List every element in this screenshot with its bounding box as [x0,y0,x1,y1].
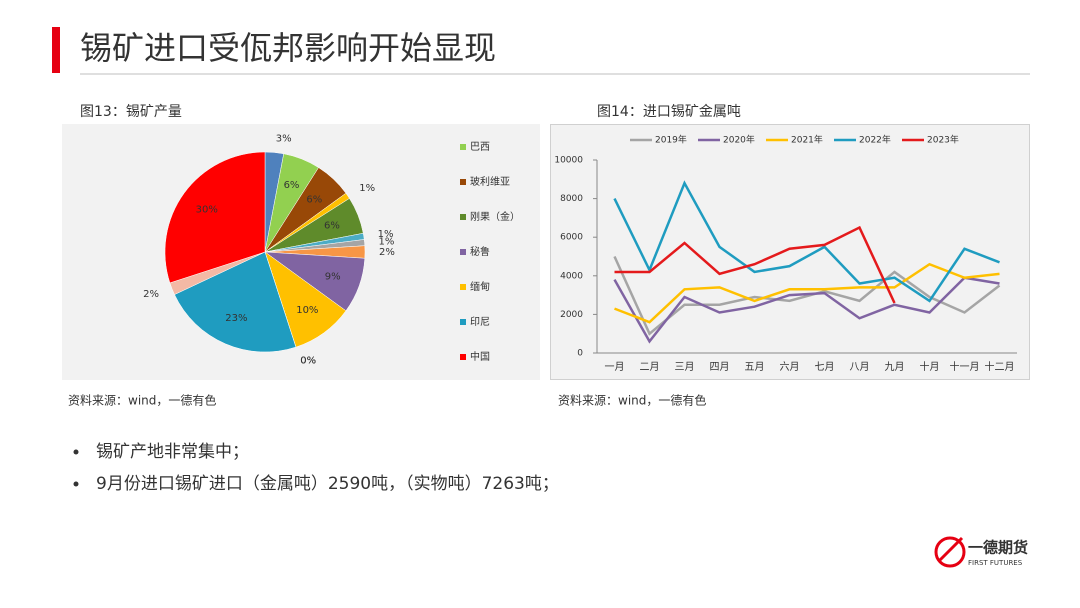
x-tick-label: 三月 [675,361,695,373]
x-tick-label: 十二月 [985,360,1015,373]
data-label: 10% [296,305,318,316]
pie-slice [164,151,266,284]
legend-label: 玻利维亚 [470,175,510,188]
y-tick-label: 0 [577,349,583,359]
y-tick-label: 2000 [560,310,583,320]
data-label: 6% [306,195,322,206]
source: 资料来源：wind，一德有色 [558,393,706,408]
data-label: 2% [379,247,395,258]
data-label: 6% [284,180,300,191]
logo-mark [938,536,964,562]
x-tick-label: 七月 [815,361,835,373]
series-line [613,276,1000,344]
data-label: 3% [276,134,292,145]
logo-english: FIRST FUTURES [968,559,1023,567]
legend-label: 中国 [470,350,490,363]
data-label: 2% [143,289,159,300]
data-label: 30% [196,205,218,216]
legend-swatch [460,354,466,360]
y-tick-label: 10000 [554,156,583,166]
legend-label: 2023年 [927,134,959,146]
series-line [614,262,1000,324]
legend-swatch [460,249,466,255]
legend-swatch [460,284,466,290]
data-label: 23% [225,313,247,324]
legend-label: 秘鲁 [470,245,490,258]
bullet-dot [73,449,79,455]
legend-swatch [460,214,466,220]
x-tick-label: 六月 [780,361,800,373]
series-line [613,180,1000,303]
logo-mark [934,536,966,568]
x-tick-label: 十一月 [950,360,980,373]
legend-label: 印尼 [470,316,490,328]
legend-label: 2022年 [859,134,891,146]
title-bar [52,27,60,73]
series-line [613,255,1001,336]
x-tick-label: 十月 [920,360,940,373]
line-panel [550,124,1030,380]
legend-label: 2020年 [723,134,755,146]
legend-swatch [460,319,466,325]
legend-label: 缅甸 [470,280,490,293]
logo: 一德期货 FIRST FUTURES [934,536,1028,568]
pie-slice [174,251,297,353]
x-tick-label: 九月 [885,361,905,373]
data-label: 1% [378,229,394,240]
legend-label: 2019年 [655,134,687,146]
data-label: 9% [325,271,341,282]
legend-label: 巴西 [470,141,490,153]
source: 资料来源：wind，一德有色 [68,393,216,408]
bullet: 锡矿产地非常集中； [96,442,249,462]
legend-label: 刚果（金） [470,210,520,223]
x-tick-label: 八月 [850,361,870,373]
x-tick-label: 五月 [745,361,765,373]
y-tick-label: 4000 [560,271,583,281]
data-label: 0% [300,355,316,366]
y-tick-label: 8000 [560,194,583,204]
bullet-dot [73,481,79,487]
chart-title: 图13：锡矿产量 [80,104,182,120]
legend-swatch [460,144,466,150]
slide-title: 锡矿进口受佤邦影响开始显现 [80,29,496,67]
data-label: 6% [324,220,340,231]
data-label: 1% [378,236,394,247]
x-tick-label: 四月 [710,361,730,373]
x-tick-label: 一月 [605,361,625,373]
bullet: 9月份进口锡矿进口（金属吨）2590吨，（实物吨）7263吨； [96,474,559,494]
series-line [614,225,896,304]
x-tick-label: 二月 [640,361,660,373]
data-label: 0% [300,355,316,366]
chart-title: 图14：进口锡矿金属吨 [597,104,741,120]
data-label: 1% [359,183,375,194]
y-tick-label: 6000 [560,233,583,243]
legend-swatch [460,179,466,185]
logo-name: 一德期货 [968,539,1028,557]
legend-label: 2021年 [791,134,823,146]
